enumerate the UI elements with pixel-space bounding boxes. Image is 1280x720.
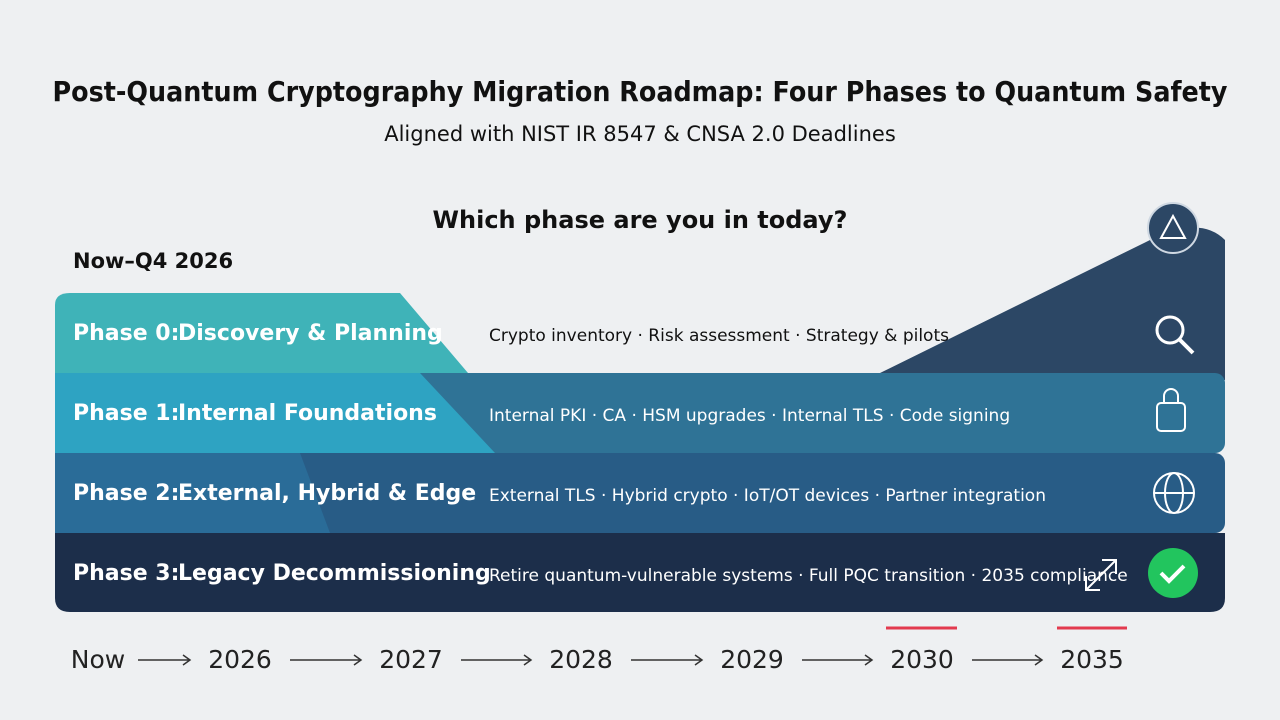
check-icon xyxy=(1148,548,1198,598)
warning-glyph xyxy=(1159,213,1187,239)
search-icon xyxy=(1155,315,1185,345)
timeline-arrow xyxy=(631,654,704,666)
phase-name: Legacy Decommissioning xyxy=(178,561,491,586)
search-icon xyxy=(1178,338,1195,355)
timeline-year: 2028 xyxy=(549,645,613,674)
risk-slope xyxy=(880,227,1225,380)
current-window: Now–Q4 2026 xyxy=(73,249,233,273)
timeline-year: 2035 xyxy=(1060,645,1124,674)
timeline-year: 2029 xyxy=(720,645,784,674)
timeline-arrow xyxy=(138,654,192,666)
phase-name: External, Hybrid & Edge xyxy=(178,481,476,506)
phase-items: External TLS · Hybrid crypto · IoT/OT de… xyxy=(489,486,1046,506)
phase-name: Discovery & Planning xyxy=(178,321,443,346)
expand-icon xyxy=(1085,559,1117,591)
timeline-arrow xyxy=(290,654,363,666)
phase-name: Internal Foundations xyxy=(178,401,437,426)
phase-row xyxy=(55,453,1225,533)
question: Which phase are you in today? xyxy=(433,206,848,234)
lock-icon xyxy=(1156,402,1186,432)
phase-label: Phase 3: xyxy=(73,561,179,586)
timeline-arrow xyxy=(802,654,874,666)
phase-tab xyxy=(55,293,468,373)
warning-icon xyxy=(1147,202,1199,254)
phase-row xyxy=(55,533,1225,612)
phase-items: Internal PKI · CA · HSM upgrades · Inter… xyxy=(489,406,1010,426)
check-icon xyxy=(1159,564,1186,584)
phase-tab xyxy=(55,373,495,453)
phase-tab xyxy=(55,453,330,533)
timeline-year: 2026 xyxy=(208,645,272,674)
timeline-year: 2027 xyxy=(379,645,443,674)
timeline-year: 2030 xyxy=(890,645,954,674)
phase-label: Phase 0: xyxy=(73,321,179,346)
lock-icon xyxy=(1163,388,1179,403)
title: Post-Quantum Cryptography Migration Road… xyxy=(53,75,1228,108)
subtitle: Aligned with NIST IR 8547 & CNSA 2.0 Dea… xyxy=(384,122,896,146)
phase-label: Phase 2: xyxy=(73,481,179,506)
timeline-arrow xyxy=(461,654,533,666)
timeline-year: Now xyxy=(71,645,125,674)
timeline-arrow xyxy=(972,654,1044,666)
phase-items: Crypto inventory · Risk assessment · Str… xyxy=(489,326,949,346)
phase-label: Phase 1: xyxy=(73,401,179,426)
phase-items: Retire quantum-vulnerable systems · Full… xyxy=(489,566,1128,586)
